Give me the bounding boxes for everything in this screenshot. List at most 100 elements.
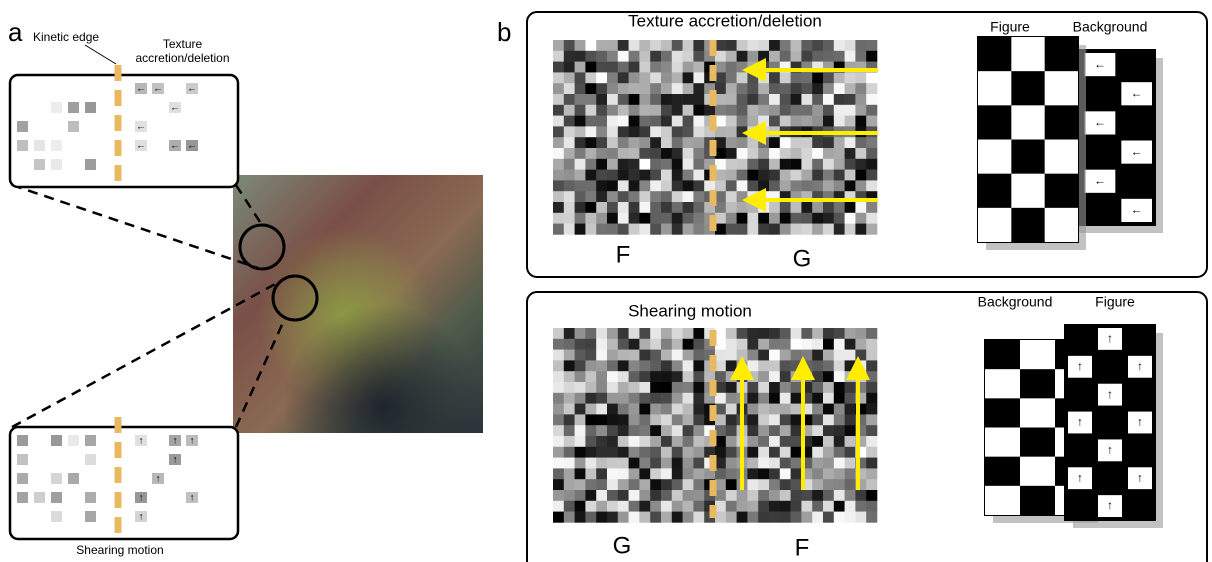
noise-cell <box>661 339 672 350</box>
board-cell <box>978 140 1011 174</box>
noise-cell <box>575 339 586 350</box>
noise-cell <box>650 180 661 191</box>
motion-glyph: ↑ <box>1107 331 1113 345</box>
noise-cell <box>780 458 791 469</box>
noise-cell <box>693 83 704 94</box>
noise-cell <box>575 458 586 469</box>
noise-cell <box>834 447 845 458</box>
noise-cell <box>823 458 834 469</box>
noise-cell <box>693 382 704 393</box>
noise-cell <box>801 116 812 127</box>
noise-cell <box>683 159 694 170</box>
noise-cell <box>693 425 704 436</box>
noise-cell <box>553 490 564 501</box>
noise-cell <box>866 490 877 501</box>
noise-cell <box>553 512 564 523</box>
noise-cell <box>596 213 607 224</box>
noise-cell <box>639 501 650 512</box>
pointer <box>85 45 116 64</box>
noise-cell <box>564 436 575 447</box>
noise-cell <box>650 382 661 393</box>
noise-cell <box>845 339 856 350</box>
noise-cell <box>672 414 683 425</box>
motion-glyph: ↑ <box>173 455 178 466</box>
noise-cell <box>845 105 856 116</box>
noise-cell <box>575 328 586 339</box>
noise-cell <box>596 512 607 523</box>
noise-cell <box>758 393 769 404</box>
noise-cell <box>866 339 877 350</box>
noise-cell <box>650 404 661 415</box>
noise-cell <box>639 126 650 137</box>
noise-cell <box>726 126 737 137</box>
noise-cell <box>801 137 812 148</box>
noise-cell <box>845 360 856 371</box>
noise-cell <box>769 202 780 213</box>
noise-cell <box>672 180 683 191</box>
noise-cell <box>618 62 629 73</box>
noise-cell <box>834 360 845 371</box>
motion-glyph: ↑ <box>1107 415 1113 429</box>
noise-cell <box>747 191 758 202</box>
noise-cell <box>564 159 575 170</box>
noise-cell <box>650 490 661 501</box>
noise-cell <box>845 414 856 425</box>
noise-cell <box>747 202 758 213</box>
noise-cell <box>683 328 694 339</box>
noise-cell <box>780 94 791 105</box>
motion-glyph: ↑ <box>1107 387 1113 401</box>
noise-cell <box>812 148 823 159</box>
noise-cell <box>639 213 650 224</box>
noise-cell <box>791 501 802 512</box>
noise-cell <box>758 224 769 235</box>
noise-cell <box>693 458 704 469</box>
noise-cell <box>629 191 640 202</box>
noise-cell <box>585 126 596 137</box>
noise-cell <box>618 191 629 202</box>
noise-cell <box>596 191 607 202</box>
noise-cell <box>607 159 618 170</box>
noise-cell <box>855 83 866 94</box>
noise-cell <box>693 94 704 105</box>
inset-box <box>10 75 238 187</box>
noise-cell <box>585 159 596 170</box>
noise-cell <box>672 126 683 137</box>
noise-cell <box>553 328 564 339</box>
noise-cell <box>812 425 823 436</box>
motion-glyph: ↑ <box>1107 443 1113 457</box>
noise-cell <box>639 382 650 393</box>
noise-cell <box>726 94 737 105</box>
noise-cell <box>639 458 650 469</box>
noise-cell <box>672 224 683 235</box>
noise-cell <box>650 371 661 382</box>
noise-cell <box>575 159 586 170</box>
noise-cell <box>683 51 694 62</box>
noise-cell <box>607 512 618 523</box>
noise-cell <box>553 436 564 447</box>
noise-cell <box>661 94 672 105</box>
noise-cell <box>758 116 769 127</box>
noise-cell <box>747 137 758 148</box>
board-cell <box>985 486 1020 515</box>
noise-cell <box>564 137 575 148</box>
noise-cell <box>672 350 683 361</box>
noise-cell <box>661 170 672 181</box>
noise-cell <box>650 159 661 170</box>
noise-cell <box>812 213 823 224</box>
noise-cell <box>650 94 661 105</box>
noise-cell <box>823 382 834 393</box>
noise-cell <box>585 191 596 202</box>
noise-cell <box>812 382 823 393</box>
noise-cell <box>575 371 586 382</box>
noise-cell <box>823 393 834 404</box>
noise-cell <box>564 479 575 490</box>
noise-cell <box>726 40 737 51</box>
noise-cell <box>607 468 618 479</box>
noise-cell <box>693 72 704 83</box>
noise-cell <box>726 414 737 425</box>
noise-cell <box>585 425 596 436</box>
noise-cell <box>683 83 694 94</box>
noise-cell <box>769 436 780 447</box>
noise-cell <box>866 447 877 458</box>
noise-cell <box>629 51 640 62</box>
